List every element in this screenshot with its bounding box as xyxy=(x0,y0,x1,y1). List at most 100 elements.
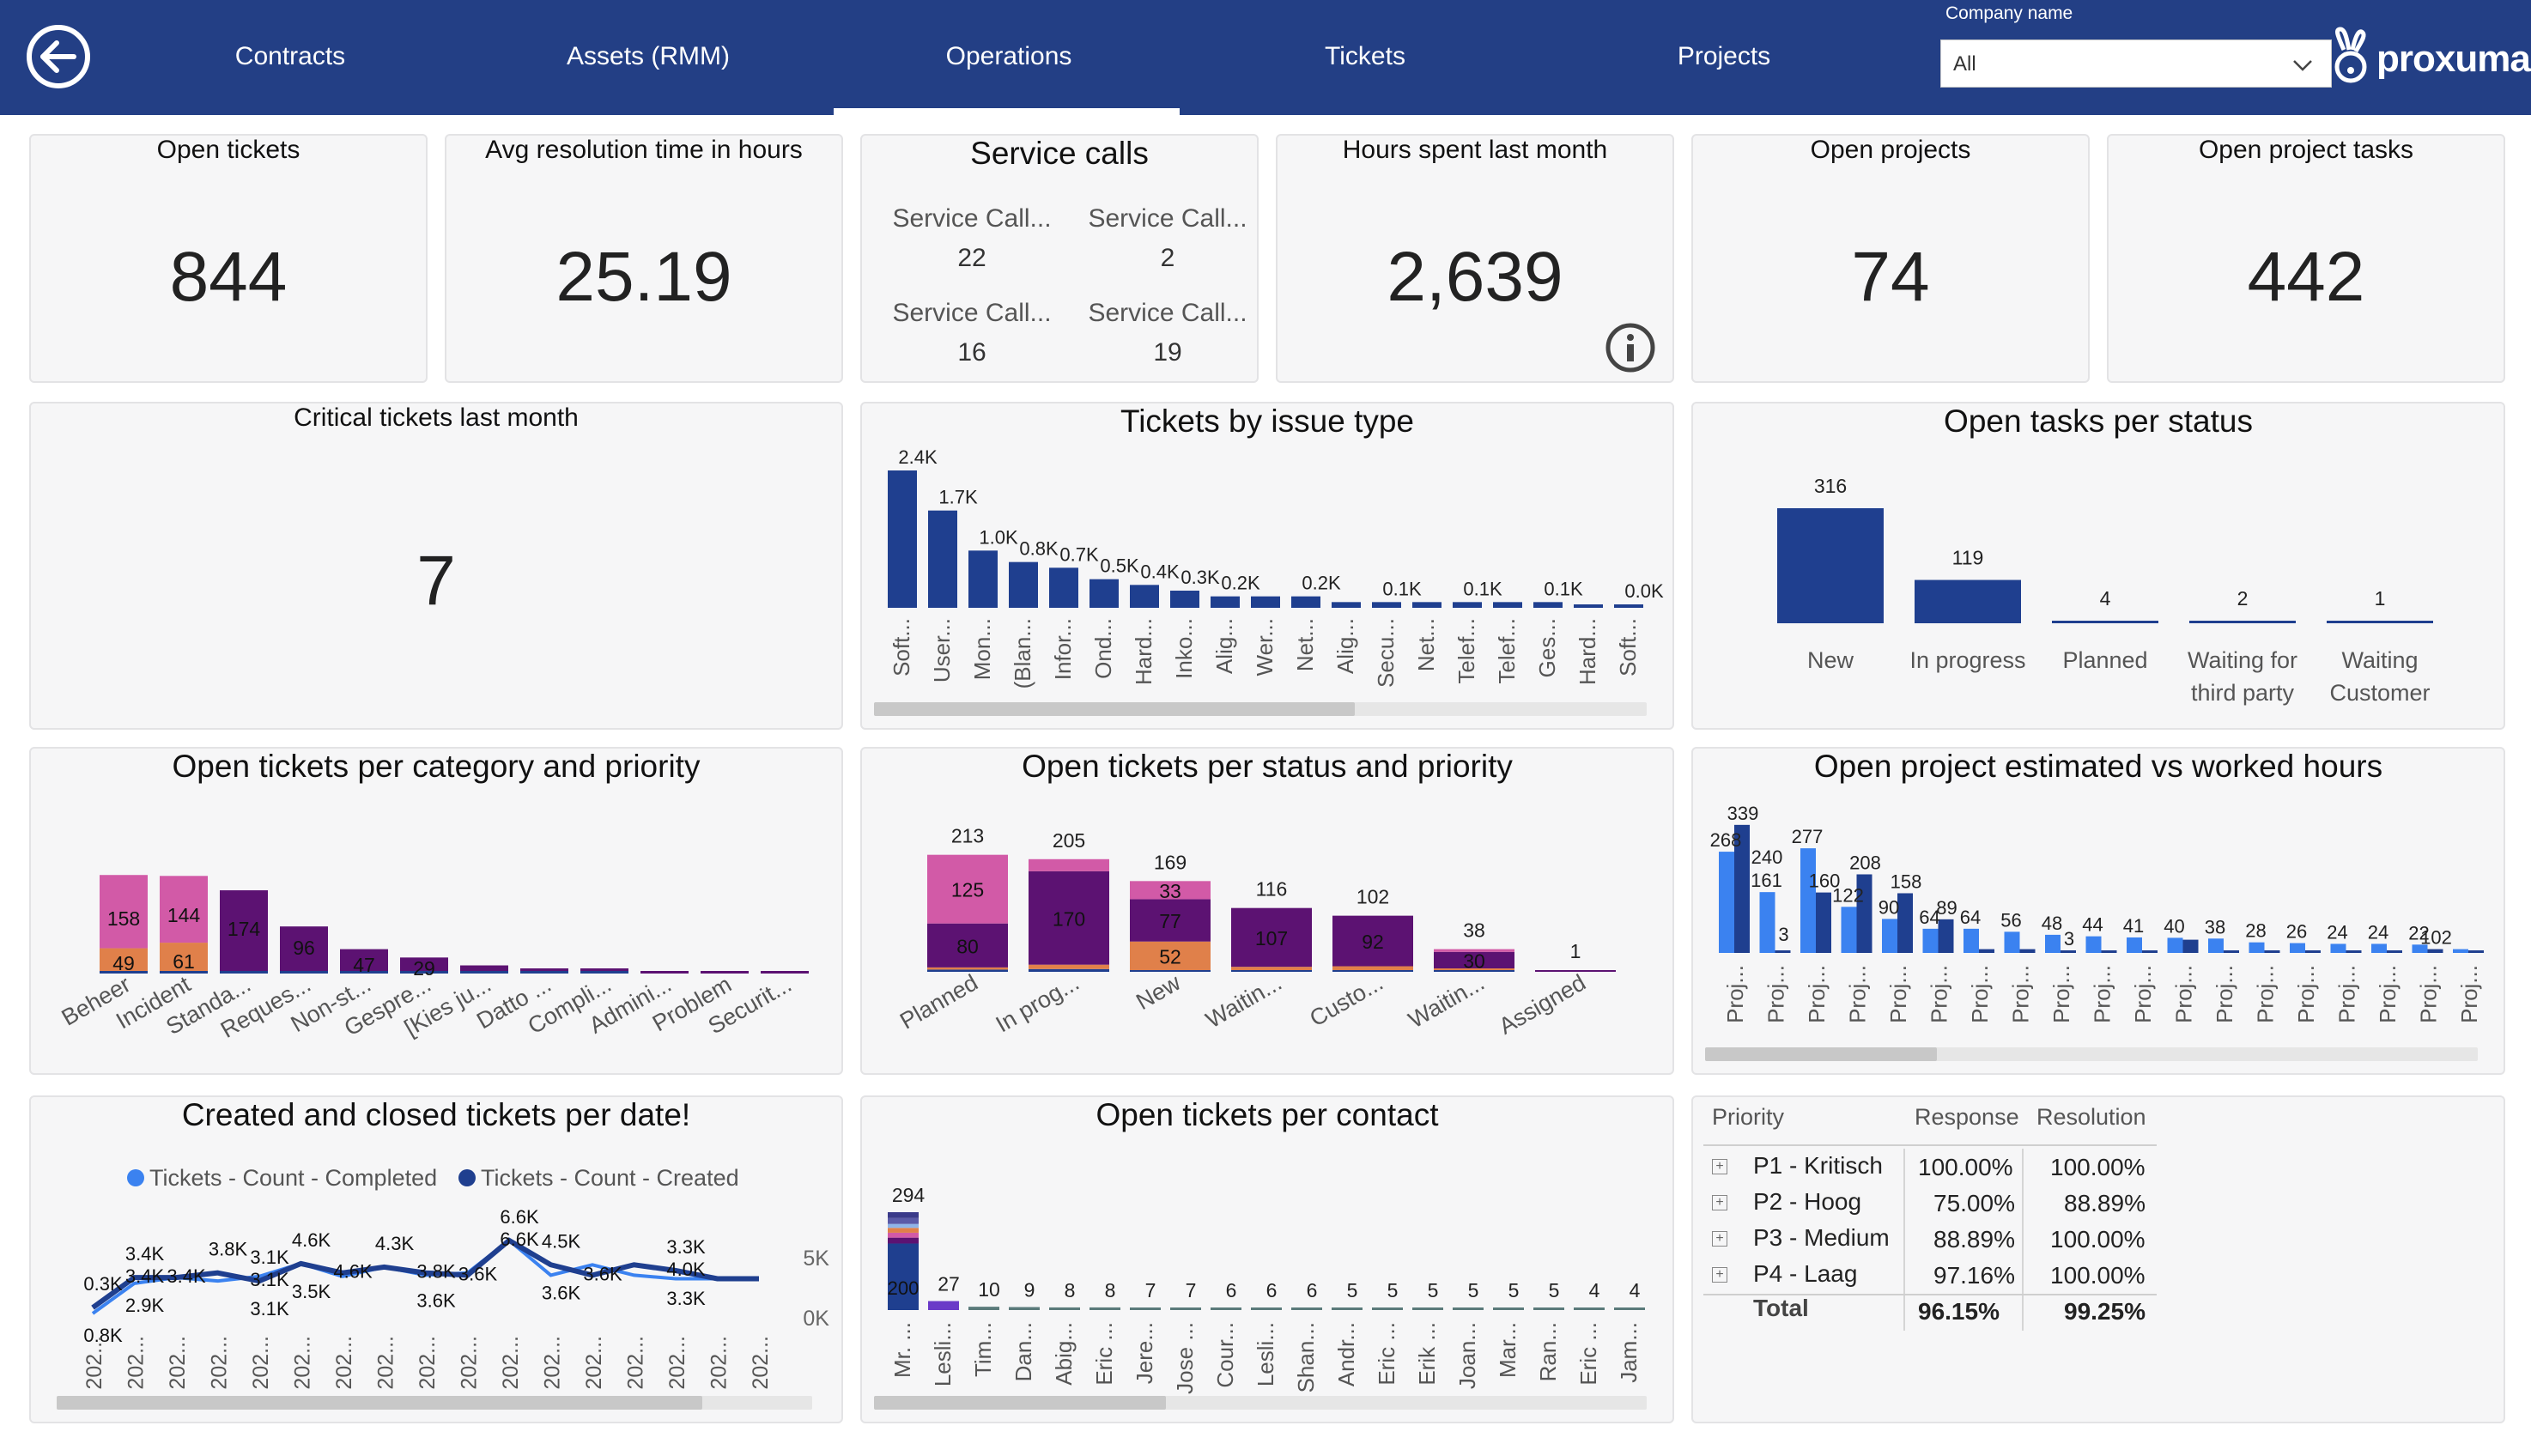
created-closed-line-chart: Tickets - Count - Completed Tickets - Cou… xyxy=(57,1165,829,1410)
data-label: 5 xyxy=(1468,1279,1479,1301)
category-label: Mr. ... xyxy=(889,1322,915,1378)
matrix-row[interactable]: + P3 - Medium 88.89% 100.00% xyxy=(1693,1221,2157,1257)
data-label: 30 xyxy=(1463,949,1485,972)
expand-icon[interactable]: + xyxy=(1712,1231,1727,1247)
data-label: 339 xyxy=(1727,803,1759,824)
category-label: Hard... xyxy=(1575,618,1600,685)
tab-projects[interactable]: Projects xyxy=(1677,42,1771,70)
bar xyxy=(1332,1307,1363,1310)
bar xyxy=(1251,596,1280,608)
bar-estimated xyxy=(2371,943,2387,953)
kpi-critical-tickets[interactable]: Critical tickets last month 7 xyxy=(29,402,843,730)
info-icon[interactable] xyxy=(1604,321,1657,374)
data-label: 200 xyxy=(888,1277,920,1299)
category-label: Proj... xyxy=(2253,965,2279,1023)
category-label: 202... xyxy=(291,1336,315,1390)
bar-estimated xyxy=(1963,928,1979,953)
category-label: 202... xyxy=(749,1336,773,1390)
tab-operations[interactable]: Operations xyxy=(945,42,1072,70)
kpi-open-project-tasks[interactable]: Open project tasks 442 xyxy=(2107,134,2505,383)
bar-segment xyxy=(1130,941,1211,970)
kpi-hours-spent[interactable]: Hours spent last month 2,639 xyxy=(1276,134,1674,383)
category-label: New xyxy=(1807,647,1854,673)
category-label: (Blan... xyxy=(1010,618,1035,689)
data-label: 8 xyxy=(1105,1279,1116,1301)
bar xyxy=(1533,602,1563,608)
bar xyxy=(1777,508,1884,623)
bar-estimated xyxy=(1800,848,1816,953)
data-label: 3 xyxy=(2064,928,2074,949)
point-label: 3.6K xyxy=(542,1282,581,1303)
bar-segment xyxy=(520,971,568,974)
data-label: 0.5K xyxy=(1100,555,1139,577)
data-label: 8 xyxy=(1065,1279,1076,1301)
data-label: 3 xyxy=(1778,924,1788,945)
chart-title: Tickets by issue type xyxy=(1120,403,1415,439)
bar-estimated xyxy=(1922,928,1939,953)
kpi-service-calls[interactable]: Service calls Service Call... 22 Service… xyxy=(860,134,1259,383)
kpi-open-projects[interactable]: Open projects 74 xyxy=(1691,134,2090,383)
matrix-total-resolution: 99.25% xyxy=(2064,1298,2146,1325)
contact-bar-chart: 200 294 Mr. ... 27 Lesli... 10 Tim... 9 Dan... 8 A… xyxy=(874,1184,1647,1410)
company-filter-dropdown[interactable]: All xyxy=(1940,39,2332,88)
data-label: 1.0K xyxy=(979,526,1018,548)
category-label: Proj... xyxy=(2293,965,2319,1023)
bar xyxy=(1533,1307,1564,1310)
expand-icon[interactable]: + xyxy=(1712,1195,1727,1210)
category-label: Waitin... xyxy=(1201,969,1286,1033)
chart-tickets-by-issue-type[interactable]: Tickets by issue type 2.4K Soft... 1.7K Use… xyxy=(860,402,1674,730)
kpi-open-tickets[interactable]: Open tickets 844 xyxy=(29,134,428,383)
matrix-response: 75.00% xyxy=(1933,1190,2015,1216)
point-label: 4.5K xyxy=(542,1230,581,1252)
service-call-value: 22 xyxy=(957,244,986,272)
matrix-row[interactable]: + P1 - Kritisch 100.00% 100.00% xyxy=(1693,1149,2157,1185)
bar-segment xyxy=(1332,915,1413,967)
kpi-title: Critical tickets last month xyxy=(294,403,579,432)
bar xyxy=(1614,604,1643,608)
kpi-avg-resolution[interactable]: Avg resolution time in hours 25.19 xyxy=(445,134,843,383)
matrix-header-resolution: Resolution xyxy=(2036,1104,2146,1130)
bar-worked xyxy=(2264,950,2280,953)
tab-contracts[interactable]: Contracts xyxy=(234,42,346,70)
bar-worked xyxy=(2182,939,2199,953)
chart-created-closed-per-date[interactable]: Created and closed tickets per date! Tic… xyxy=(29,1095,843,1423)
matrix-priority: P2 - Hoog xyxy=(1753,1188,1862,1215)
matrix-row[interactable]: + P4 - Laag 97.16% 100.00% xyxy=(1693,1257,2157,1293)
tab-tickets[interactable]: Tickets xyxy=(1325,42,1405,70)
chart-open-tickets-status-priority[interactable]: Open tickets per status and priority 213… xyxy=(860,747,1674,1075)
back-button[interactable] xyxy=(24,22,93,91)
expand-icon[interactable]: + xyxy=(1712,1267,1727,1283)
data-label: 64 xyxy=(1919,907,1939,928)
priority-sla-matrix[interactable]: Priority Response Resolution + P1 - Krit… xyxy=(1691,1095,2505,1423)
chart-open-tickets-category-priority[interactable]: Open tickets per category and priority B… xyxy=(29,747,843,1075)
chart-open-tasks-per-status[interactable]: Open tasks per status 316 New 119 In progre… xyxy=(1691,402,2505,730)
tab-assets-rmm[interactable]: Assets (RMM) xyxy=(567,42,730,70)
bar-worked xyxy=(1816,892,1831,953)
bar xyxy=(1170,1307,1201,1310)
kpi-value: 74 xyxy=(1851,238,1930,316)
category-label: Joan... xyxy=(1454,1322,1480,1389)
point-label: 4.3K xyxy=(375,1233,415,1254)
bar xyxy=(1412,602,1442,608)
point-label: 0.8K xyxy=(83,1325,123,1346)
legend-marker xyxy=(127,1169,144,1186)
data-label: 33 xyxy=(1159,880,1181,902)
chart-project-est-vs-worked[interactable]: Open project estimated vs worked hours 2… xyxy=(1691,747,2505,1075)
bar xyxy=(1291,1307,1322,1310)
bar-worked xyxy=(2468,950,2484,953)
data-label: 77 xyxy=(1159,910,1181,932)
expand-icon[interactable]: + xyxy=(1712,1159,1727,1174)
bar xyxy=(2052,621,2158,623)
chart-open-tickets-per-contact[interactable]: Open tickets per contact 200 294 Mr. ... 27… xyxy=(860,1095,1674,1423)
bar-worked xyxy=(2101,950,2117,953)
service-call-label: Service Call... xyxy=(1088,299,1247,327)
matrix-row[interactable]: + P2 - Hoog 75.00% 88.89% xyxy=(1693,1185,2157,1221)
category-label: Proj... xyxy=(2090,965,2115,1023)
data-label: 174 xyxy=(228,918,261,940)
category-label: Proj... xyxy=(1722,965,1748,1023)
category-label: third party xyxy=(2191,680,2295,706)
bar xyxy=(1170,591,1199,608)
category-label: User... xyxy=(929,618,955,682)
category-label: Soft... xyxy=(1615,618,1641,676)
bar-estimated xyxy=(2127,937,2142,953)
